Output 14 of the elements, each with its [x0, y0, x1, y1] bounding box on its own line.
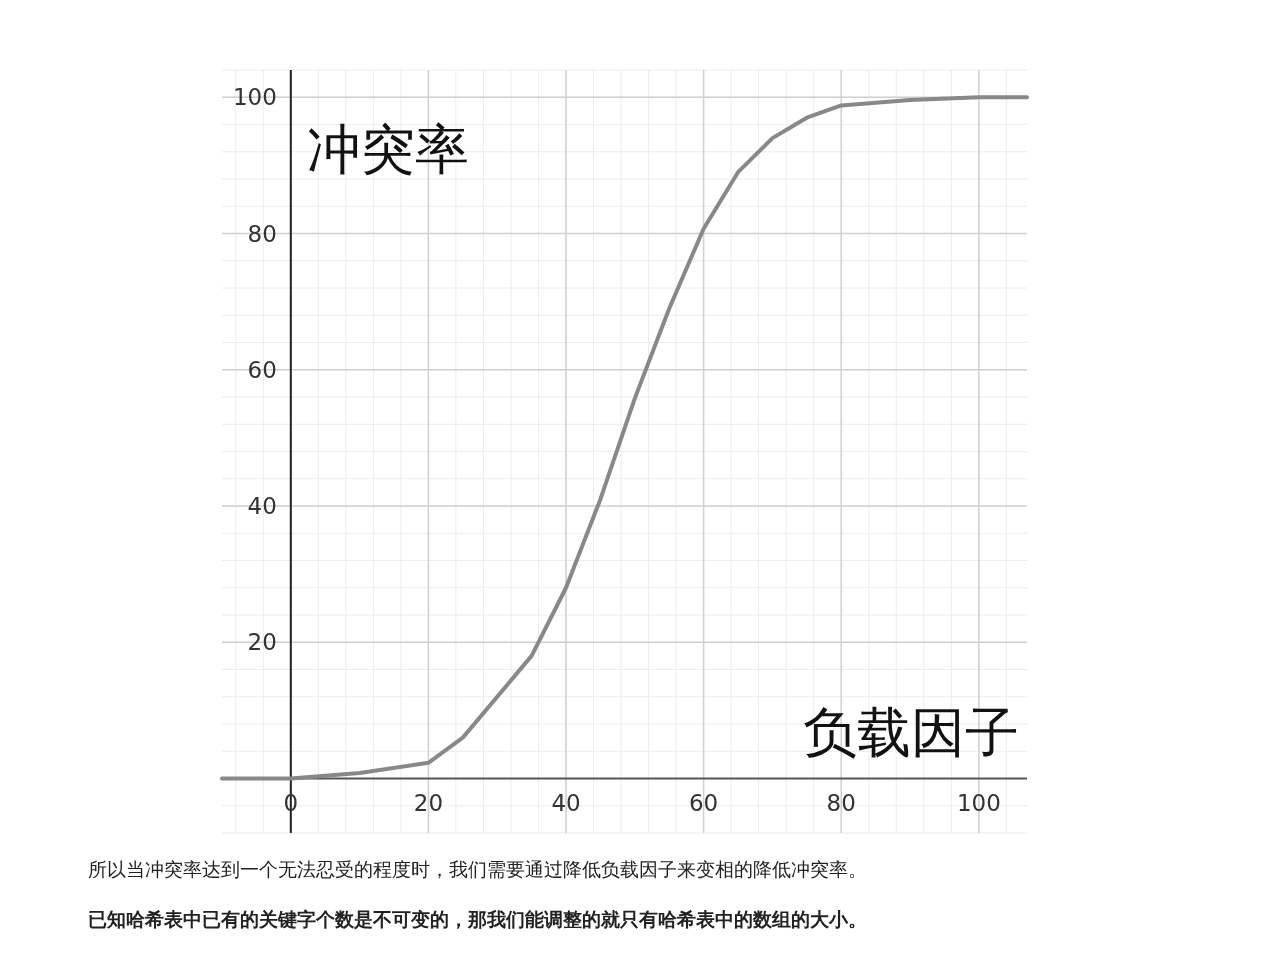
x-tick-label: 20	[413, 789, 444, 816]
x-tick-label: 60	[688, 789, 719, 816]
y-tick-label: 100	[232, 84, 277, 111]
x-tick-label: 80	[826, 789, 856, 816]
x-axis-title: 负载因子	[803, 700, 1019, 764]
y-tick-label: 80	[247, 220, 277, 247]
y-tick-label: 60	[247, 356, 277, 383]
text: 所以当冲突率达到一个无法忍受的程度时，我们需要通过降低负载因子来变相的降低冲突率。	[88, 858, 867, 880]
x-tick-label: 100	[956, 789, 1001, 816]
y-axis-title: 冲突率	[306, 118, 469, 181]
x-tick-label: 40	[551, 789, 581, 816]
y-tick-label: 20	[247, 629, 277, 656]
y-tick-label: 40	[247, 493, 277, 519]
text: 已知哈希表中已有的关键字个数是不可变的，那我们能调整的就只有哈希表中的数组的大小。	[88, 908, 867, 930]
